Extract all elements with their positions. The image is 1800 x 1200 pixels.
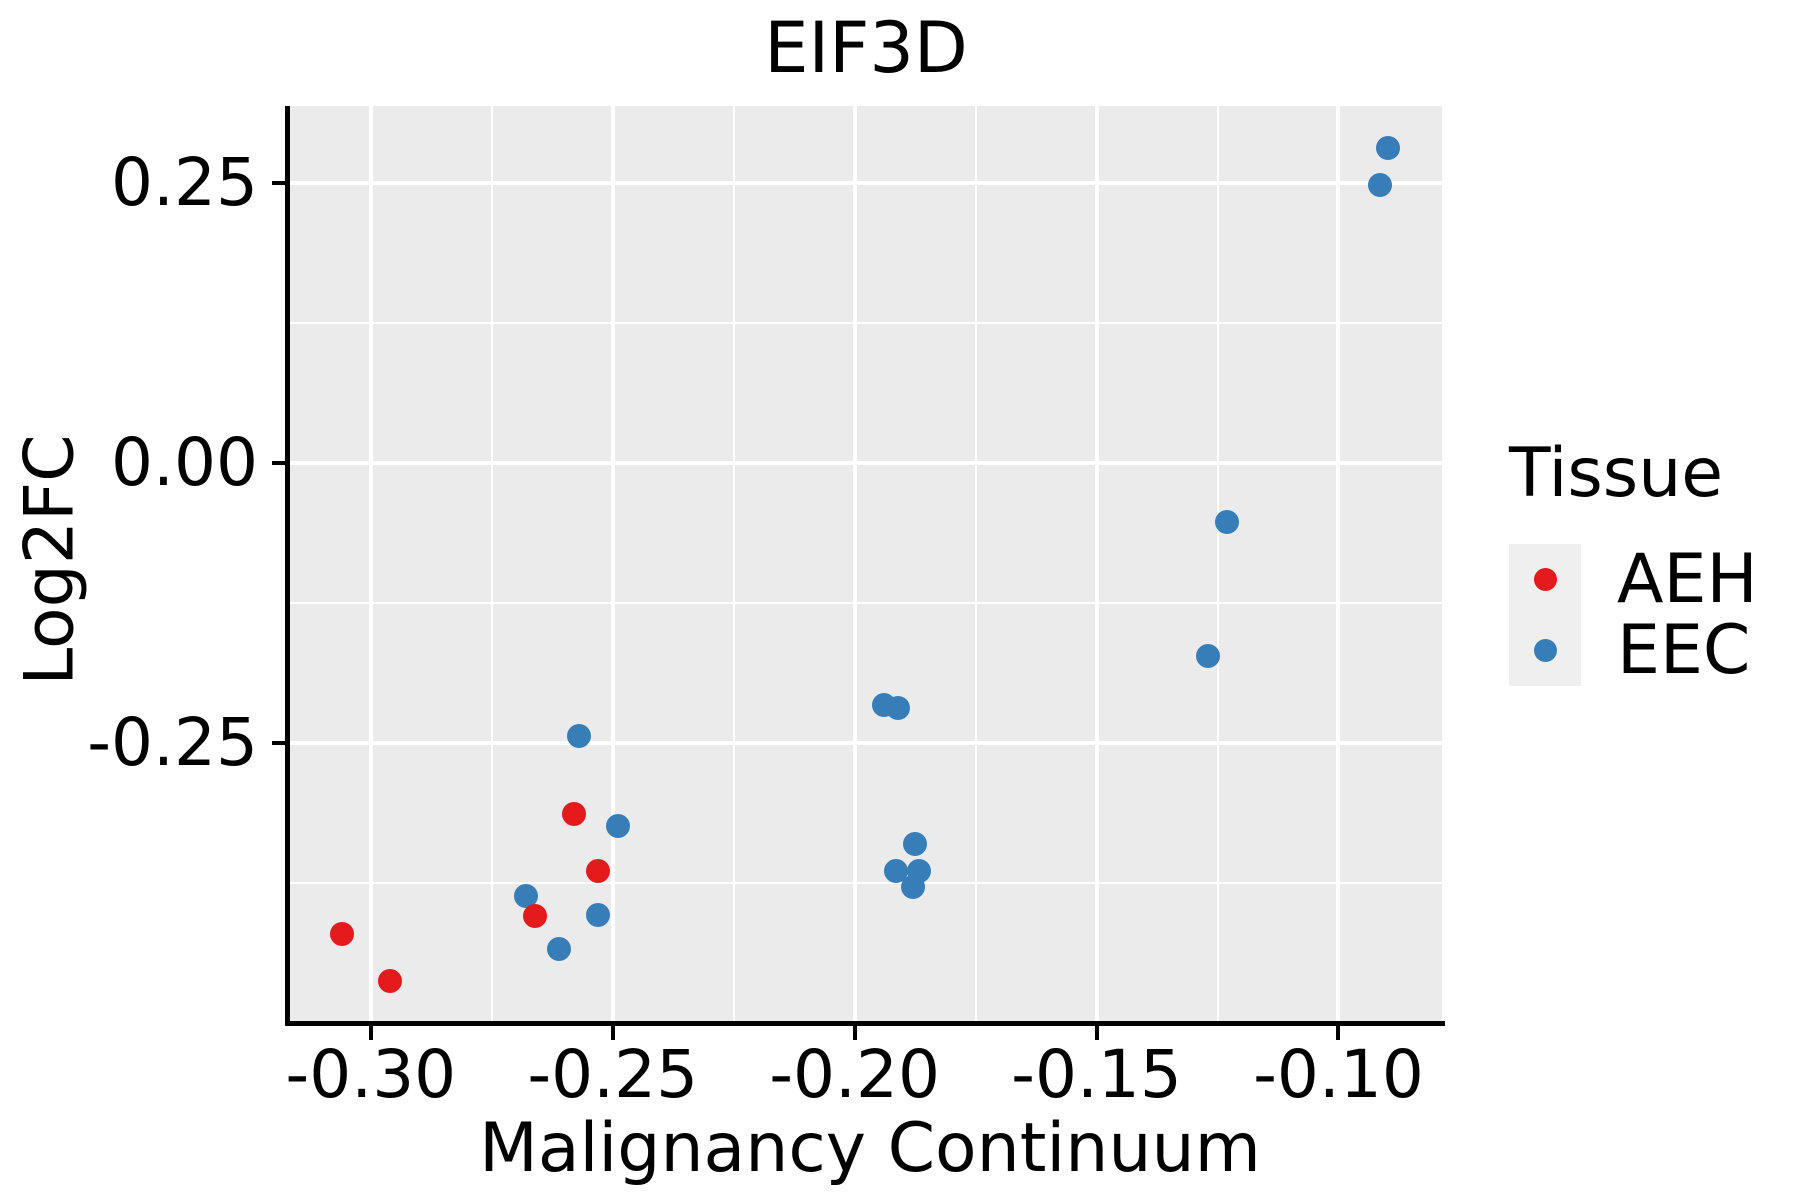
data-point-eec [566,724,591,749]
data-point-aeh [378,968,403,993]
x-axis-tick-label: -0.10 [1253,1036,1424,1113]
legend-entry-label: EEC [1617,610,1751,690]
data-point-eec [1367,173,1392,198]
legend: Tissue AEH EEC [1509,440,1758,686]
gridline-x-major [1336,106,1341,1021]
data-point-eec [586,902,611,927]
y-axis-tick-label: 0.00 [111,424,258,502]
x-axis-tick-label: -0.25 [527,1036,699,1113]
data-point-eec [547,937,572,962]
y-axis-tick [272,180,286,185]
gridline-y-minor [290,322,1442,324]
gridline-x-major [1094,106,1099,1021]
y-axis-tick [272,461,286,466]
legend-title: Tissue [1509,434,1724,513]
plot-title: EIF3D [764,7,968,89]
gridline-x-major [852,106,857,1021]
legend-dot-aeh [1533,568,1557,591]
gridline-x-minor [974,106,977,1021]
legend-entry-aeh: AEH [1509,544,1758,615]
x-axis-tick-label: -0.20 [769,1036,941,1113]
x-axis-title: Malignancy Continuum [479,1109,1261,1188]
legend-entry-label: AEH [1617,539,1758,619]
x-axis-tick [368,1026,373,1040]
plot-panel [290,106,1442,1021]
x-axis-line [285,1021,1445,1026]
data-point-aeh [562,801,586,826]
gridline-y-major [290,180,1442,185]
data-point-aeh [586,858,611,883]
legend-dot-eec [1533,639,1557,662]
x-axis-tick-label: -0.30 [285,1036,457,1113]
y-axis-tick-label: 0.25 [111,143,258,221]
x-axis-tick [610,1026,615,1040]
data-point-eec [903,831,928,856]
x-axis-tick-label: -0.15 [1011,1036,1182,1113]
gridline-y-minor [290,882,1442,885]
data-point-aeh [329,921,354,946]
y-axis-line [285,106,290,1026]
data-point-eec [1195,643,1220,668]
y-axis-tick-label: -0.25 [87,704,258,782]
legend-keys: AEH EEC [1509,544,1758,686]
data-point-eec [1215,510,1240,535]
x-axis-tick [1336,1026,1341,1040]
gridline-x-minor [490,106,493,1021]
gridline-x-minor [732,106,735,1021]
legend-entry-eec: EEC [1509,615,1758,686]
gridline-x-minor [1216,106,1219,1021]
y-axis-tick [272,741,286,746]
gridline-x-major [368,106,373,1021]
x-axis-tick [1094,1026,1099,1040]
data-point-eec [886,696,911,721]
data-point-aeh [523,903,548,928]
data-point-eec [1376,136,1401,161]
x-axis-tick [852,1026,857,1040]
data-point-eec [513,883,538,908]
y-axis-title: Log2FC [10,434,90,686]
legend-key-box [1509,544,1581,615]
gridline-y-minor [290,602,1442,605]
gridline-x-major [610,106,615,1021]
gridline-y-major [290,461,1442,466]
data-point-eec [900,874,925,899]
legend-key-box [1509,615,1581,686]
data-point-eec [605,814,630,839]
gridline-y-major [290,741,1442,746]
